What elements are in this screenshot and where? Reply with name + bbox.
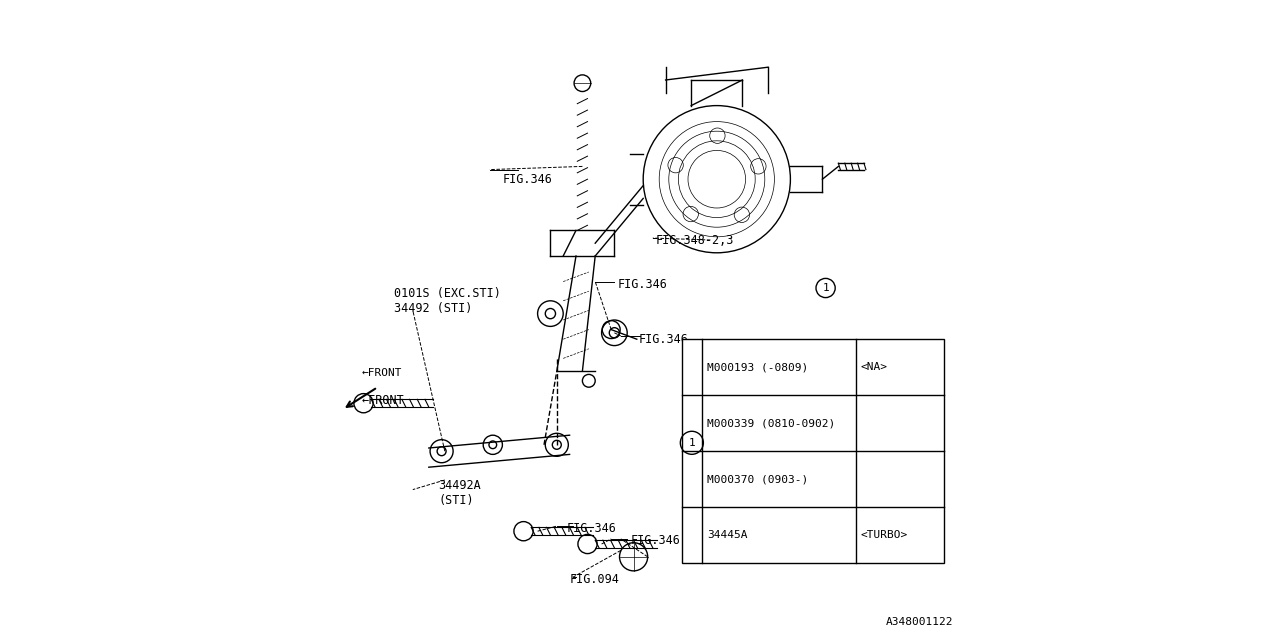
Text: 1: 1 [689, 438, 695, 448]
Text: FIG.346: FIG.346 [630, 534, 680, 547]
Text: A348001122: A348001122 [886, 617, 954, 627]
Bar [681, 339, 943, 563]
Text: 1: 1 [822, 283, 829, 293]
Text: ←FRONT: ←FRONT [362, 394, 404, 406]
Text: FIG.346: FIG.346 [502, 173, 552, 186]
Text: M000339 (0810-0902): M000339 (0810-0902) [708, 418, 836, 428]
Text: FIG.346: FIG.346 [566, 522, 616, 534]
Text: 34445A: 34445A [708, 530, 748, 540]
Text: FIG.346: FIG.346 [639, 333, 689, 346]
Text: 0101S (EXC.STI)
34492 (STI): 0101S (EXC.STI) 34492 (STI) [394, 287, 500, 315]
Text: M000370 (0903-): M000370 (0903-) [708, 474, 809, 484]
Text: FIG.094: FIG.094 [570, 573, 620, 586]
Text: <TURBO>: <TURBO> [860, 530, 908, 540]
Text: FIG.346: FIG.346 [618, 278, 667, 291]
Text: ←FRONT: ←FRONT [362, 367, 402, 378]
Text: <NA>: <NA> [860, 362, 888, 372]
Text: M000193 (-0809): M000193 (-0809) [708, 362, 809, 372]
Text: 34492A
(STI): 34492A (STI) [438, 479, 481, 507]
Text: FIG.348-2,3: FIG.348-2,3 [657, 234, 735, 246]
